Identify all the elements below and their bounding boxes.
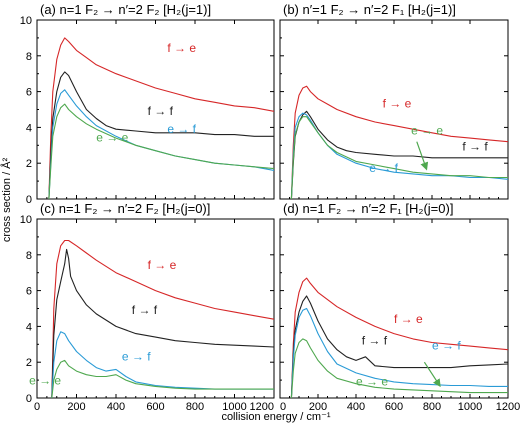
series-label-f-to-e: f → e [148, 258, 177, 272]
series-line-e-to-e [290, 338, 508, 398]
x-tick-label: 1000 [458, 401, 482, 413]
y-tick-label: 8 [26, 51, 32, 63]
plot-frame [279, 218, 509, 399]
series-label-e-to-f: e → f [369, 161, 398, 175]
x-tick-label: 1000 [222, 401, 246, 413]
series-label-e-to-e: e → e [29, 374, 61, 388]
x-tick-label: 400 [347, 401, 365, 413]
series-line-f-to-e [51, 239, 274, 398]
series-line-e-to-f [51, 331, 274, 398]
x-tick-label: 0 [34, 401, 40, 413]
x-tick-label: 800 [186, 401, 204, 413]
series-label-f-to-f: f → f [132, 303, 158, 317]
series-label-e-to-e: e → e [356, 374, 388, 388]
x-tick-label: 600 [385, 401, 403, 413]
series-label-f-to-e: f → e [394, 312, 423, 326]
y-tick-label: 10 [20, 214, 32, 226]
series-line-f-to-e [48, 37, 274, 199]
series-label-f-to-f: f → f [362, 333, 388, 347]
panel-title: (d) n=1 F₂ → n′=2 F₁ [H₂(j=0)] [283, 201, 453, 216]
panels: 0 2 4 6 8 10 f → e f → f e → f e → e (a) n=1 F₂ → … [20, 2, 520, 413]
y-tick-label: 6 [26, 87, 32, 99]
x-tick-label: 200 [67, 401, 85, 413]
series-label-f-to-e: f → e [167, 41, 196, 55]
panel-a: 0 2 4 6 8 10 f → e f → f e → f e → e (a) n=1 F₂ → … [20, 2, 275, 206]
x-tick-label: 400 [107, 401, 125, 413]
x-axis-label: collision energy / cm⁻¹ [221, 411, 330, 423]
series-label-e-to-e: e → e [411, 124, 443, 138]
series-label-e-to-f: e → f [122, 349, 151, 363]
x-tick-label: 0 [280, 401, 286, 413]
y-tick-label: 6 [26, 286, 32, 298]
series-line-e-to-e [51, 359, 274, 398]
series-label-e-to-f: e → f [167, 122, 196, 136]
y-tick-label: 10 [20, 15, 32, 27]
series-line-e-to-e [290, 116, 508, 199]
panel-title: (c) n=1 F₂ → n′=2 F₂ [H₂(j=0)] [40, 201, 210, 216]
y-tick-label: 2 [26, 357, 32, 369]
series-line-f-to-f [48, 71, 274, 199]
annotation-arrow [416, 141, 429, 171]
y-tick-label: 4 [26, 321, 32, 333]
series-label-e-to-e: e → e [96, 131, 128, 145]
series-label-f-to-f: f → f [462, 140, 488, 154]
panel-title: (a) n=1 F₂ → n′=2 F₂ [H₂(j=1)] [40, 2, 211, 17]
series-line-e-to-e [48, 103, 274, 199]
annotation-arrow [423, 361, 441, 388]
series-line-f-to-f [290, 110, 508, 199]
x-tick-label: 1200 [250, 401, 274, 413]
series-label-f-to-f: f → f [148, 104, 174, 118]
panel-d: 0 200 400 600 800 1000 1200 f → e f → f e → f e → … [279, 201, 520, 413]
panel-title: (b) n′=1 F₂ → n′=2 F₁ [H₂(j=1)] [283, 2, 456, 17]
panel-c: 0 200 400 600 800 1000 1200 0 2 4 6 8 10 f → e f → f e … [20, 201, 275, 413]
series-line-e-to-f [290, 307, 508, 398]
y-tick-label: 0 [26, 393, 32, 405]
series-line-f-to-f [51, 248, 274, 398]
y-tick-label: 4 [26, 122, 32, 134]
series-label-e-to-f: e → f [432, 339, 461, 353]
panel-b: f → e e → e f → f e → f (b) n′=1 F₂ → n′=2 F… [279, 2, 509, 200]
series-line-f-to-f [290, 295, 508, 398]
x-tick-label: 1200 [496, 401, 520, 413]
series-line-f-to-e [290, 277, 508, 398]
y-axis-label: cross section / Å² [0, 157, 13, 242]
y-tick-label: 0 [26, 194, 32, 206]
x-tick-label: 800 [423, 401, 441, 413]
x-tick-label: 600 [146, 401, 164, 413]
x-tick-label: 200 [309, 401, 327, 413]
y-tick-label: 8 [26, 250, 32, 262]
y-tick-label: 2 [26, 158, 32, 170]
series-line-f-to-e [290, 85, 508, 199]
series-label-f-to-e: f → e [383, 97, 412, 111]
